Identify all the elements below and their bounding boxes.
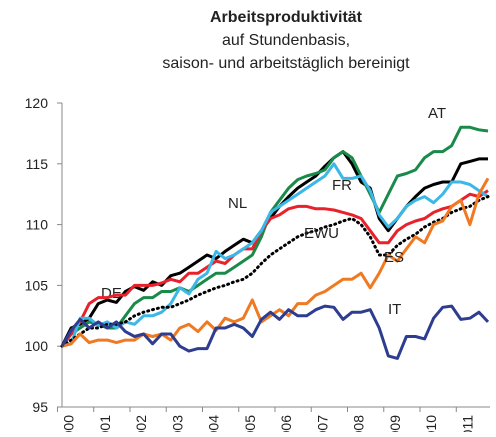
line-series [61, 177, 490, 348]
series-label: ES [384, 249, 404, 266]
chart-subtitle: auf Stundenbasis, [222, 32, 350, 49]
chart-subtitle: saison- und arbeitstäglich bereinigt [162, 55, 410, 72]
line-series [60, 195, 490, 348]
x-tick-label: 2003 [169, 415, 185, 432]
series-label: DE [101, 285, 122, 302]
series-label: AT [428, 105, 446, 122]
y-tick-label: 110 [26, 217, 49, 233]
y-tick-label: 115 [26, 156, 49, 172]
line-series [60, 304, 490, 360]
x-tick-label: 2005 [242, 415, 258, 432]
line-series [60, 125, 489, 348]
x-tick-label: 2004 [206, 415, 222, 432]
x-tick-label: 2009 [387, 415, 403, 432]
series-label: FR [332, 177, 352, 194]
x-tick-label: 2006 [278, 415, 294, 432]
line-series [61, 162, 489, 348]
y-tick-label: 120 [25, 95, 49, 111]
x-tick-label: 2011 [459, 415, 475, 432]
x-tick-label: 2008 [351, 415, 367, 432]
x-tick-label: 2001 [97, 415, 113, 432]
chart-title: Arbeitsproduktivität [210, 9, 363, 26]
series-label: NL [228, 195, 247, 212]
line-series [60, 189, 489, 348]
y-tick-label: 100 [25, 338, 49, 354]
y-tick-label: 105 [25, 277, 49, 293]
series-label: EWU [304, 225, 339, 242]
series-label: IT [388, 301, 401, 318]
x-tick-label: 2010 [423, 415, 439, 432]
x-tick-label: 2002 [133, 415, 149, 432]
y-tick-label: 95 [32, 399, 48, 415]
x-tick-label: 2000 [61, 415, 77, 432]
x-tick-label: 2007 [314, 415, 330, 432]
